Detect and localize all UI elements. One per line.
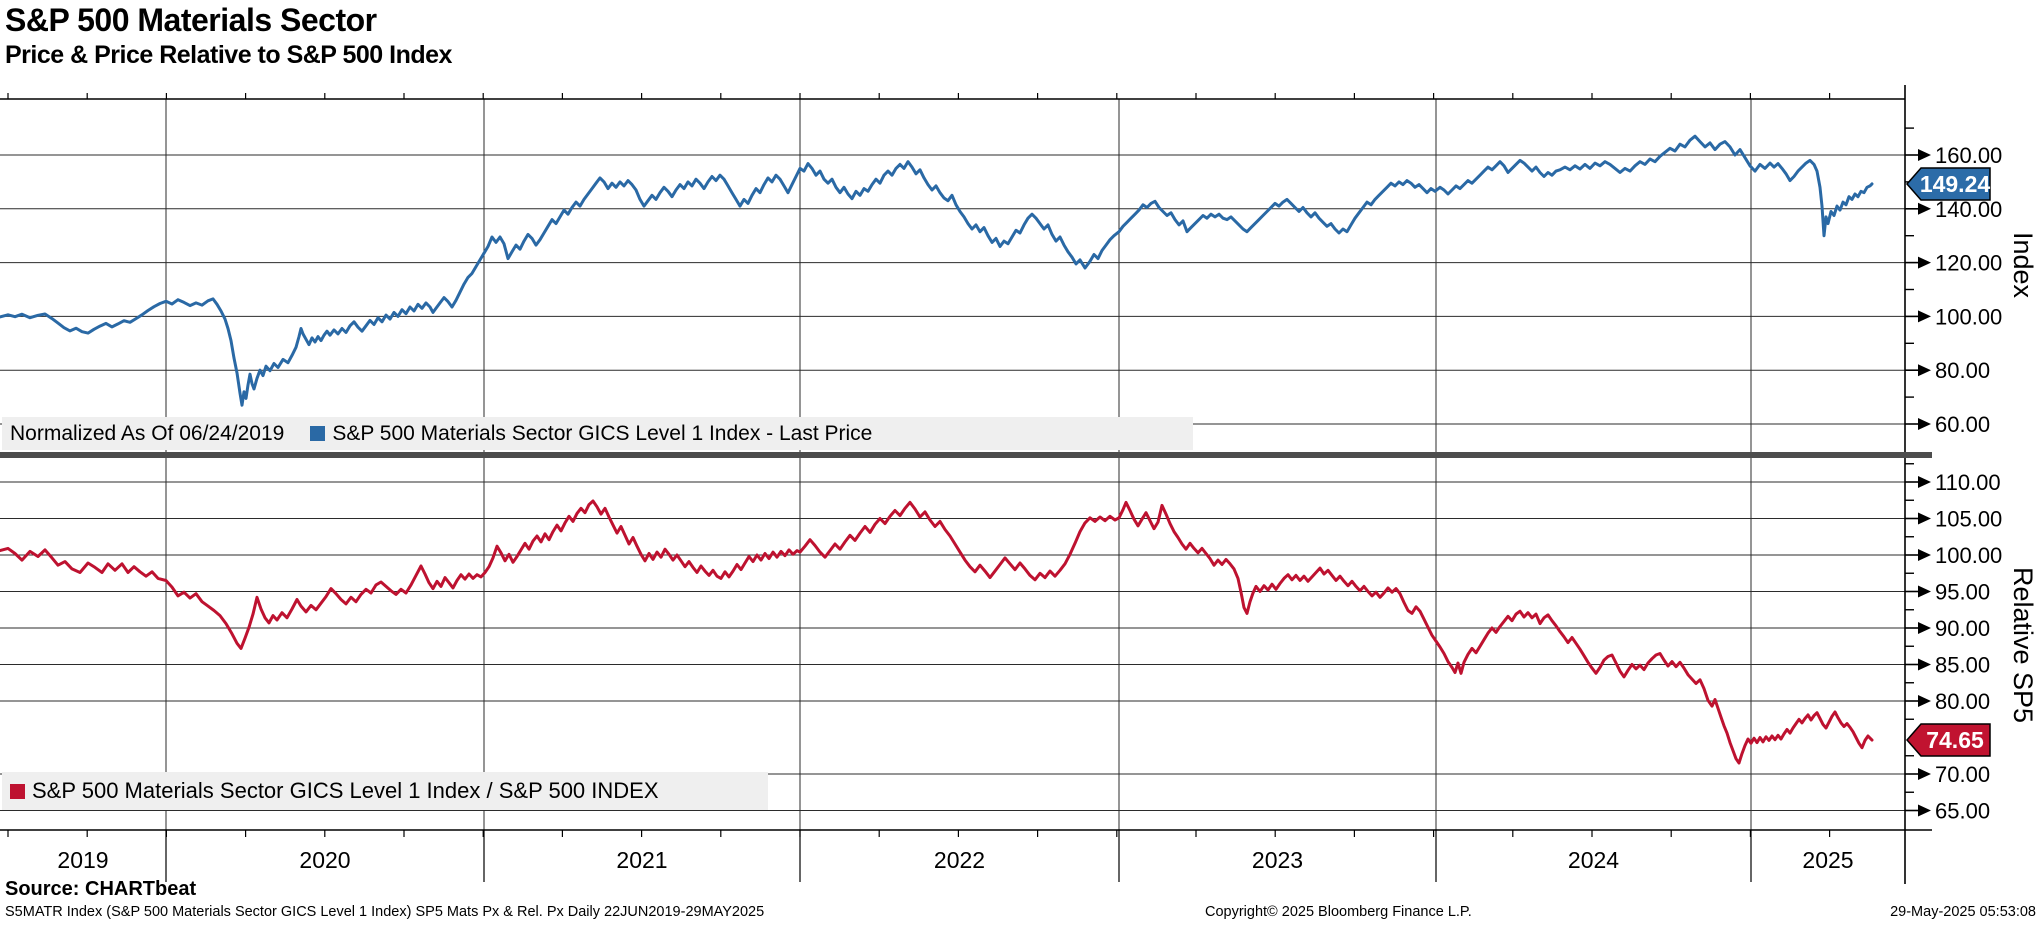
axis-tick-label: 140.00: [1935, 197, 2002, 222]
tick-arrow-icon: [1918, 149, 1931, 161]
year-label: 2023: [1252, 847, 1303, 873]
top-chart-legend: Normalized As Of 06/24/2019 S&P 500 Mate…: [2, 417, 1193, 450]
normalized-as-of-label: Normalized As Of 06/24/2019: [10, 421, 285, 445]
axis-tick-label: 120.00: [1935, 251, 2002, 276]
page-title: S&P 500 Materials Sector: [5, 2, 377, 38]
tick-arrow-icon: [1918, 310, 1931, 323]
axis-tick-label: 80.00: [1935, 358, 1990, 383]
relative-index-legend-label: S&P 500 Materials Sector GICS Level 1 In…: [32, 778, 659, 803]
tick-arrow-icon: [1918, 622, 1931, 634]
source-label: Source: CHARTbeat: [5, 878, 197, 900]
axis-tick-label: 60.00: [1935, 412, 1990, 437]
tick-arrow-icon: [1918, 418, 1931, 430]
year-label: 2022: [934, 847, 985, 873]
axis-tick-label: 65.00: [1935, 799, 1990, 824]
year-label: 2021: [616, 847, 667, 873]
axis-title: Index: [2008, 232, 2038, 299]
materials-price-line: [0, 134, 1874, 407]
axis-tick-label: 80.00: [1935, 689, 1990, 714]
red-series-swatch-icon: [10, 783, 25, 799]
print-timestamp: 29-May-2025 05:53:08: [1890, 904, 2036, 920]
tick-arrow-icon: [1918, 768, 1931, 780]
axis-tick-label: 100.00: [1935, 304, 2002, 329]
tick-arrow-icon: [1918, 476, 1931, 488]
tick-arrow-icon: [1918, 256, 1931, 269]
last-price-tag-index: [1906, 167, 1991, 201]
axis-tick-label: 95.00: [1935, 580, 1990, 605]
tick-arrow-icon: [1918, 512, 1931, 525]
axis-tick-label: 90.00: [1935, 616, 1990, 641]
tick-arrow-icon: [1918, 202, 1931, 215]
tick-arrow-icon: [1918, 364, 1931, 377]
axis-tick-label: 110.00: [1935, 470, 2001, 495]
last-price-tag-relative: [1906, 723, 1991, 757]
copyright-notice: Copyright© 2025 Bloomberg Finance L.P.: [1205, 904, 1472, 920]
tick-arrow-icon: [1918, 804, 1931, 817]
year-label: 2024: [1568, 847, 1619, 873]
bottom-chart-legend: S&P 500 Materials Sector GICS Level 1 In…: [2, 772, 768, 810]
blue-series-swatch-icon: [310, 426, 326, 441]
ticker-description: S5MATR Index (S&P 500 Materials Sector G…: [5, 904, 765, 920]
materials-index-legend-label: S&P 500 Materials Sector GICS Level 1 In…: [332, 421, 873, 445]
page-subtitle: Price & Price Relative to S&P 500 Index: [5, 41, 452, 69]
year-label: 2019: [57, 847, 108, 873]
axis-title: Relative SP5: [2008, 567, 2038, 723]
tick-arrow-icon: [1918, 549, 1931, 561]
axis-tick-label: 105.00: [1935, 507, 2002, 532]
axis-tick-label: 100.00: [1935, 543, 2002, 568]
tick-arrow-icon: [1918, 658, 1931, 671]
relative-price-line: [0, 499, 1874, 765]
year-label: 2025: [1802, 847, 1853, 873]
tick-arrow-icon: [1918, 585, 1931, 598]
last-price-value: 74.65: [1926, 727, 1984, 753]
panel-separator: [0, 452, 1932, 458]
axis-tick-label: 85.00: [1935, 653, 1990, 678]
axis-tick-label: 160.00: [1935, 143, 2002, 168]
last-price-value: 149.24: [1920, 171, 1991, 197]
tick-arrow-icon: [1918, 695, 1931, 707]
axis-tick-label: 70.00: [1935, 762, 1990, 787]
year-label: 2020: [299, 847, 350, 873]
